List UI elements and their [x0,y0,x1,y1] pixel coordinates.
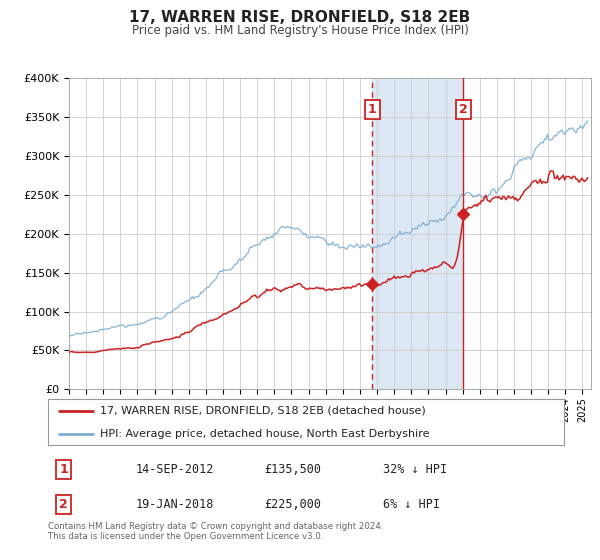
Text: £135,500: £135,500 [265,463,322,476]
Text: 6% ↓ HPI: 6% ↓ HPI [383,498,440,511]
Text: 2: 2 [459,103,468,116]
Text: Contains HM Land Registry data © Crown copyright and database right 2024.: Contains HM Land Registry data © Crown c… [48,522,383,531]
Text: 1: 1 [368,103,376,116]
Text: 1: 1 [59,463,68,476]
Text: Price paid vs. HM Land Registry's House Price Index (HPI): Price paid vs. HM Land Registry's House … [131,24,469,36]
Bar [372,78,463,389]
Text: 14-SEP-2012: 14-SEP-2012 [136,463,214,476]
Text: 17, WARREN RISE, DRONFIELD, S18 2EB (detached house): 17, WARREN RISE, DRONFIELD, S18 2EB (det… [100,406,425,416]
Text: This data is licensed under the Open Government Licence v3.0.: This data is licensed under the Open Gov… [48,532,323,541]
Text: 19-JAN-2018: 19-JAN-2018 [136,498,214,511]
Text: 32% ↓ HPI: 32% ↓ HPI [383,463,448,476]
Text: 17, WARREN RISE, DRONFIELD, S18 2EB: 17, WARREN RISE, DRONFIELD, S18 2EB [130,10,470,25]
Text: £225,000: £225,000 [265,498,322,511]
Text: 2: 2 [59,498,68,511]
Text: HPI: Average price, detached house, North East Derbyshire: HPI: Average price, detached house, Nort… [100,429,429,438]
